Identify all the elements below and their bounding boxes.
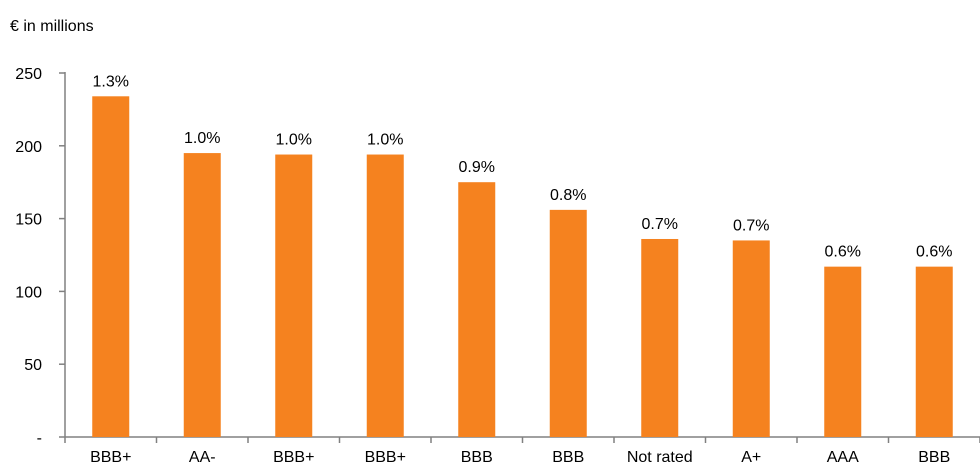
data-label: 0.6% bbox=[825, 244, 861, 261]
category-label: BBB bbox=[552, 449, 584, 466]
y-tick-label: 200 bbox=[15, 139, 42, 156]
y-tick-label: - bbox=[37, 430, 42, 447]
data-label: 0.9% bbox=[459, 159, 495, 176]
y-tick-label: 100 bbox=[15, 284, 42, 301]
data-label: 0.8% bbox=[550, 187, 586, 204]
data-label: 0.6% bbox=[916, 244, 952, 261]
category-label: Not rated bbox=[627, 449, 693, 466]
y-tick-label: 50 bbox=[24, 357, 42, 374]
bar bbox=[824, 266, 862, 437]
category-label: AAA bbox=[827, 449, 859, 466]
category-label: BBB+ bbox=[90, 449, 131, 466]
y-axis-ticks: - 50 100 150 200 250 bbox=[15, 66, 65, 447]
data-labels: 1.3% 1.0% 1.0% 1.0% 0.9% 0.8% 0.7% 0.7% 0.6% 0.6% bbox=[93, 73, 953, 260]
bars bbox=[92, 96, 953, 438]
category-label: BBB bbox=[918, 449, 950, 466]
data-label: 1.0% bbox=[276, 132, 312, 149]
category-label: BBB+ bbox=[273, 449, 314, 466]
data-label: 1.3% bbox=[93, 73, 129, 90]
bar bbox=[183, 153, 221, 437]
bar bbox=[275, 154, 313, 437]
category-label: A+ bbox=[741, 449, 761, 466]
bar bbox=[366, 154, 404, 437]
data-label: 1.0% bbox=[367, 132, 403, 149]
data-label: 0.7% bbox=[642, 216, 678, 233]
bar bbox=[732, 240, 770, 437]
data-label: 0.7% bbox=[733, 217, 769, 234]
data-label: 1.0% bbox=[184, 130, 220, 147]
category-label: AA- bbox=[189, 449, 216, 466]
bar bbox=[549, 209, 587, 437]
bar bbox=[458, 182, 496, 437]
y-tick-label: 250 bbox=[15, 66, 42, 83]
x-axis-labels: BBB+ AA- BBB+ BBB+ BBB BBB Not rated A+ AAA BBB bbox=[90, 449, 950, 466]
y-tick-label: 150 bbox=[15, 212, 42, 229]
bar bbox=[915, 266, 953, 437]
bar bbox=[641, 238, 679, 437]
unit-label: € in millions bbox=[10, 18, 94, 35]
bar bbox=[92, 96, 130, 438]
category-label: BBB bbox=[461, 449, 493, 466]
category-label: BBB+ bbox=[365, 449, 406, 466]
